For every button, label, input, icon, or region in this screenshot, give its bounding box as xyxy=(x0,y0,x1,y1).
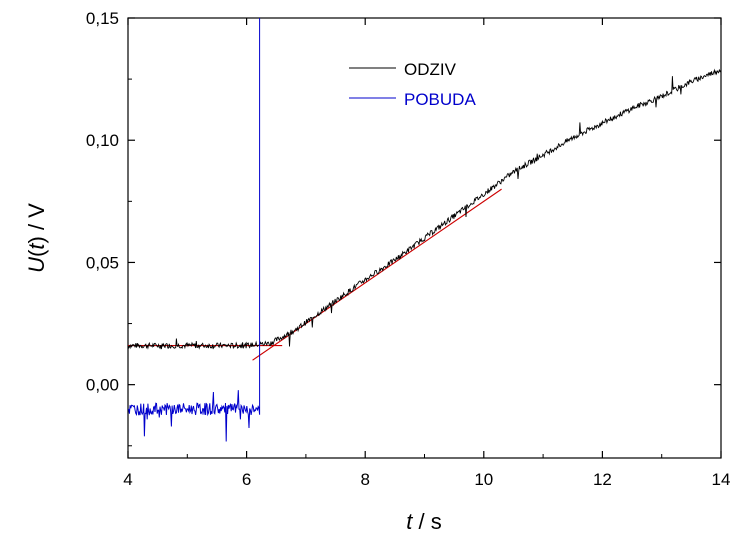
y-tick-label: 0,00 xyxy=(86,376,119,395)
x-tick-label: 14 xyxy=(712,470,731,489)
x-tick-label: 10 xyxy=(474,470,493,489)
axis-ticks: 4 6 8 10 12 14 0,00 0,05 0,10 0,15 xyxy=(86,9,731,489)
x-axis-title: t / s xyxy=(406,509,441,534)
series-line-odziv xyxy=(128,68,721,350)
legend-label-odziv: ODZIV xyxy=(404,60,457,79)
y-tick-label: 0,05 xyxy=(86,253,119,272)
legend: ODZIV POBUDA xyxy=(349,60,476,109)
x-tick-label: 8 xyxy=(360,470,369,489)
series-line-pobuda xyxy=(128,18,261,442)
x-tick-label: 6 xyxy=(242,470,251,489)
x-tick-label: 4 xyxy=(123,470,132,489)
plot-frame xyxy=(127,17,722,459)
x-tick-label: 12 xyxy=(593,470,612,489)
y-axis-title: U(t) / V xyxy=(24,203,49,273)
legend-label-pobuda: POBUDA xyxy=(404,90,476,109)
y-tick-label: 0,15 xyxy=(86,9,119,28)
y-tick-label: 0,10 xyxy=(86,131,119,150)
series-layer xyxy=(128,18,721,442)
